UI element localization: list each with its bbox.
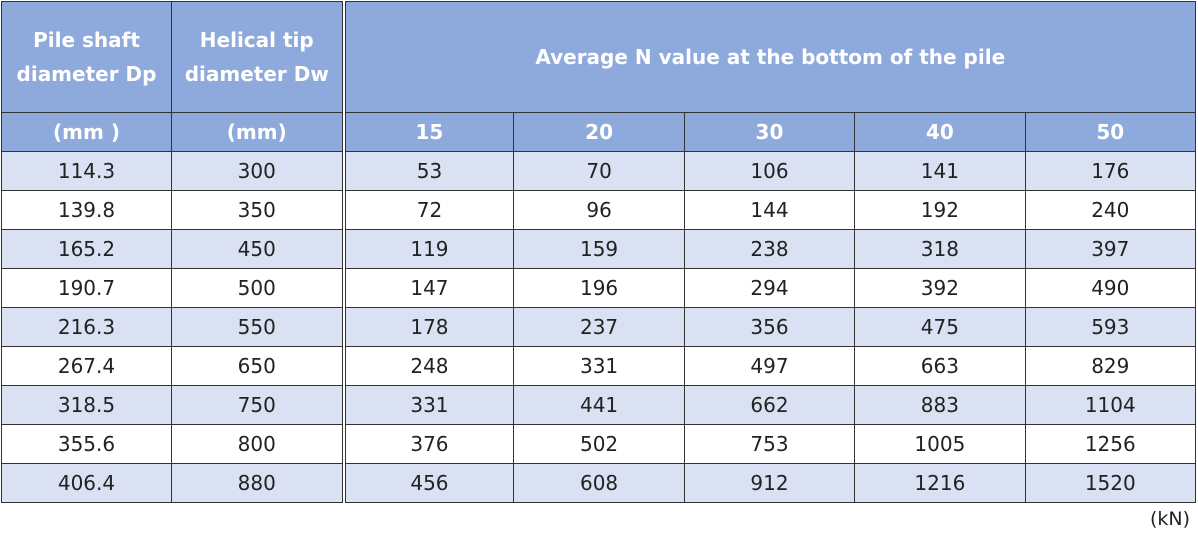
- header-line: Helical tip: [199, 28, 314, 52]
- table-cell: 392: [854, 268, 1026, 308]
- table-row: 190.7 500 147 196 294 392 490: [1, 268, 1197, 308]
- table-cell: 267.4: [1, 346, 172, 386]
- header-line: diameter Dp: [16, 62, 157, 86]
- group-header: Average N value at the bottom of the pil…: [343, 1, 1196, 113]
- n-value-header: 30: [683, 112, 856, 152]
- table-row: 406.4 880 456 608 912 1216 1520: [1, 463, 1197, 503]
- table-cell: 96: [513, 190, 685, 230]
- table-row: 139.8 350 72 96 144 192 240: [1, 190, 1197, 230]
- table-cell: 912: [683, 463, 856, 503]
- table-cell: 406.4: [1, 463, 172, 503]
- table-cell: 216.3: [1, 307, 172, 347]
- table-cell: 753: [683, 424, 856, 464]
- table-cell: 53: [342, 151, 515, 191]
- table-cell: 880: [171, 463, 346, 503]
- table-cell: 500: [171, 268, 346, 308]
- table-cell: 355.6: [1, 424, 172, 464]
- table-body: 114.3 300 53 70 106 141 176 139.8 350 72 96 144 192 2…: [1, 151, 1197, 503]
- table-cell: 1520: [1024, 463, 1197, 503]
- table-row: 165.2 450 119 159 238 318 397: [1, 229, 1197, 269]
- table-cell: 497: [683, 346, 856, 386]
- table-cell: 550: [171, 307, 346, 347]
- table-cell: 441: [513, 385, 685, 425]
- table-cell: 829: [1024, 346, 1197, 386]
- table-cell: 318: [854, 229, 1026, 269]
- table-row: 318.5 750 331 441 662 883 1104: [1, 385, 1197, 425]
- table-cell: 593: [1024, 307, 1197, 347]
- table-cell: 1256: [1024, 424, 1197, 464]
- table-cell: 800: [171, 424, 346, 464]
- table-cell: 70: [513, 151, 685, 191]
- table-cell: 1005: [854, 424, 1026, 464]
- table-cell: 294: [683, 268, 856, 308]
- table-cell: 1104: [1024, 385, 1197, 425]
- table-cell: 119: [342, 229, 515, 269]
- n-value-header: 20: [513, 112, 685, 152]
- table-cell: 237: [513, 307, 685, 347]
- table-cell: 72: [342, 190, 515, 230]
- table-cell: 190.7: [1, 268, 172, 308]
- table-cell: 238: [683, 229, 856, 269]
- table-row: 267.4 650 248 331 497 663 829: [1, 346, 1197, 386]
- table-cell: 883: [854, 385, 1026, 425]
- unit-header: (mm ): [1, 112, 172, 152]
- table-cell: 350: [171, 190, 346, 230]
- table-row: 114.3 300 53 70 106 141 176: [1, 151, 1197, 191]
- table-cell: 475: [854, 307, 1026, 347]
- n-value-header: 15: [342, 112, 515, 152]
- table-cell: 663: [854, 346, 1026, 386]
- table-cell: 397: [1024, 229, 1197, 269]
- table-cell: 165.2: [1, 229, 172, 269]
- unit-header: (mm): [171, 112, 346, 152]
- table-cell: 331: [342, 385, 515, 425]
- column-header: Pile shaft diameter Dp: [1, 1, 172, 113]
- table-cell: 106: [683, 151, 856, 191]
- unit-note: (kN): [1149, 508, 1190, 530]
- table-cell: 141: [854, 151, 1026, 191]
- header-line: diameter Dw: [184, 62, 329, 86]
- table-cell: 376: [342, 424, 515, 464]
- table-cell: 490: [1024, 268, 1197, 308]
- table-cell: 240: [1024, 190, 1197, 230]
- table-cell: 1216: [854, 463, 1026, 503]
- table-cell: 192: [854, 190, 1026, 230]
- table-cell: 502: [513, 424, 685, 464]
- table-cell: 139.8: [1, 190, 172, 230]
- table-cell: 248: [342, 346, 515, 386]
- table-cell: 318.5: [1, 385, 172, 425]
- table-cell: 650: [171, 346, 346, 386]
- table-cell: 159: [513, 229, 685, 269]
- table-cell: 608: [513, 463, 685, 503]
- table-cell: 456: [342, 463, 515, 503]
- table-row: 216.3 550 178 237 356 475 593: [1, 307, 1197, 347]
- table-cell: 114.3: [1, 151, 172, 191]
- table-cell: 450: [171, 229, 346, 269]
- header-line: Pile shaft: [33, 28, 140, 52]
- table-cell: 144: [683, 190, 856, 230]
- table-cell: 331: [513, 346, 685, 386]
- unit-row: (mm ) (mm) 15 20 30 40 50: [1, 112, 1197, 152]
- table-cell: 147: [342, 268, 515, 308]
- capacity-table: Pile shaft diameter Dp Helical tip diameter…: [1, 1, 1197, 503]
- table-cell: 356: [683, 307, 856, 347]
- header-row: Pile shaft diameter Dp Helical tip diameter…: [1, 1, 1196, 113]
- n-value-header: 50: [1024, 112, 1197, 152]
- column-header: Helical tip diameter Dw: [171, 1, 346, 113]
- table-cell: 178: [342, 307, 515, 347]
- table-row: 355.6 800 376 502 753 1005 1256: [1, 424, 1197, 464]
- table-cell: 750: [171, 385, 346, 425]
- table-cell: 662: [683, 385, 856, 425]
- table-cell: 300: [171, 151, 346, 191]
- table-cell: 176: [1024, 151, 1197, 191]
- table-cell: 196: [513, 268, 685, 308]
- n-value-header: 40: [854, 112, 1026, 152]
